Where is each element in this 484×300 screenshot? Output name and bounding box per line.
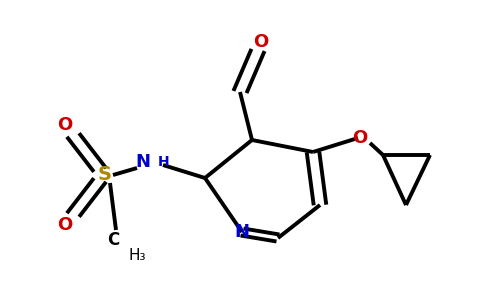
Text: C: C	[107, 231, 119, 249]
Text: H: H	[158, 155, 169, 169]
Text: S: S	[98, 166, 112, 184]
Text: O: O	[58, 116, 73, 134]
Text: O: O	[352, 129, 368, 147]
Text: O: O	[58, 216, 73, 234]
Text: N: N	[235, 223, 249, 241]
Text: N: N	[135, 153, 150, 171]
Text: O: O	[254, 33, 269, 51]
Text: H₃: H₃	[128, 248, 146, 263]
